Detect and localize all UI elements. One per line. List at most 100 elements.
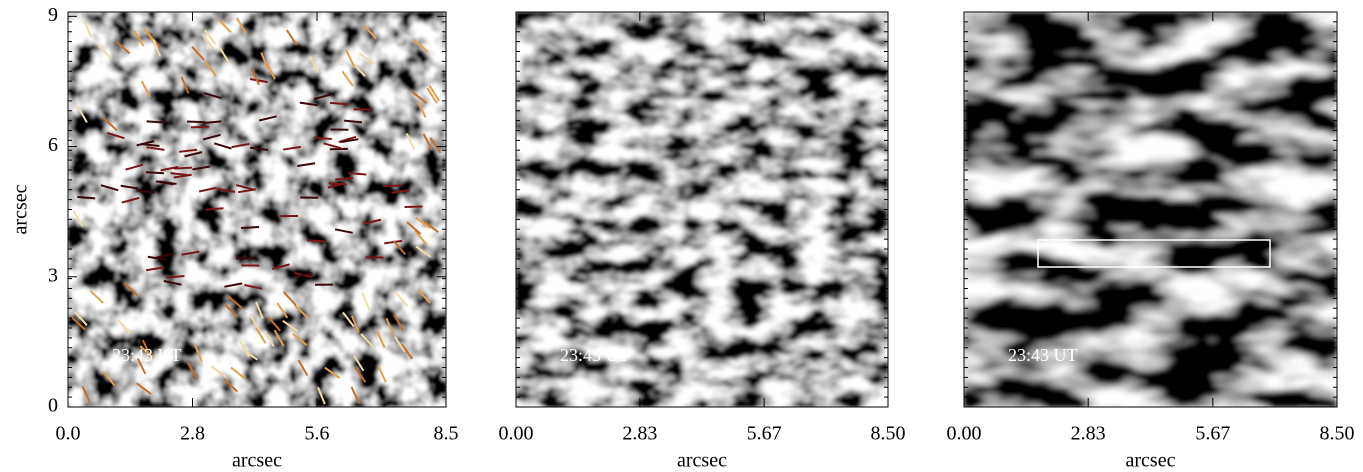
vector-decoration bbox=[133, 30, 145, 47]
y-tick-label: 3 bbox=[48, 264, 58, 286]
vector-decoration bbox=[363, 24, 378, 40]
panel: 0.00 2.83 5.67 8.50 23:43 UT arcsec bbox=[947, 11, 1355, 472]
vector-decoration bbox=[178, 148, 198, 153]
vector-decoration bbox=[429, 137, 442, 154]
vector-decoration bbox=[255, 327, 267, 344]
vector-decoration bbox=[155, 180, 174, 186]
x-tick-label: 2.83 bbox=[1071, 423, 1106, 445]
vector-decoration bbox=[235, 184, 254, 191]
vector-decoration bbox=[426, 87, 438, 104]
vector-decoration bbox=[72, 210, 84, 227]
vector-decoration bbox=[384, 239, 403, 245]
solar-image bbox=[68, 12, 446, 407]
vector-decoration bbox=[187, 120, 206, 124]
vector-decoration bbox=[136, 189, 155, 194]
vector-decoration bbox=[106, 131, 125, 140]
vector-decoration bbox=[223, 303, 238, 318]
vector-decoration bbox=[415, 216, 431, 229]
x-tick-label: 2.83 bbox=[622, 423, 657, 445]
vector-decoration bbox=[230, 366, 246, 380]
vector-decoration bbox=[155, 252, 174, 259]
vector-decoration bbox=[163, 279, 182, 286]
y-axis-label: arcsec bbox=[10, 184, 32, 234]
vector-decoration bbox=[202, 133, 221, 141]
vector-decoration bbox=[241, 226, 260, 230]
vector-decoration bbox=[335, 176, 354, 181]
vector-decoration bbox=[415, 245, 432, 258]
y-tick-label: 9 bbox=[48, 4, 58, 26]
vector-decoration bbox=[192, 165, 211, 171]
vector-decoration bbox=[77, 106, 88, 123]
vector-decoration bbox=[350, 315, 360, 333]
vector-decoration bbox=[360, 333, 375, 348]
annotation: 23:43 UT bbox=[112, 345, 182, 365]
vector-decoration bbox=[146, 120, 165, 124]
vector-decoration bbox=[136, 140, 155, 147]
vector-decoration bbox=[255, 301, 264, 319]
vector-decoration bbox=[203, 92, 222, 100]
vector-decoration bbox=[194, 344, 203, 363]
vector-decoration bbox=[353, 355, 365, 372]
vector-decoration bbox=[385, 317, 395, 336]
vector-decoration bbox=[350, 386, 361, 404]
vector-decoration bbox=[152, 39, 162, 57]
vector-decoration bbox=[313, 136, 332, 140]
vector-decoration bbox=[83, 20, 93, 38]
vector-decoration bbox=[146, 266, 165, 272]
vector-decoration bbox=[97, 44, 112, 59]
vector-decoration bbox=[294, 272, 313, 278]
vector-decoration bbox=[358, 52, 375, 65]
vector-decoration bbox=[249, 146, 269, 152]
vector-decoration bbox=[340, 138, 359, 144]
y-tick-label: 6 bbox=[48, 134, 58, 156]
x-tick-label: 8.50 bbox=[1320, 423, 1355, 445]
vector-decoration bbox=[382, 184, 401, 188]
vector-decoration bbox=[400, 343, 413, 360]
vector-decoration bbox=[170, 172, 189, 177]
x-axis-label: arcsec bbox=[677, 450, 727, 472]
vector-decoration bbox=[354, 366, 367, 383]
annotation: 23:43 UT bbox=[1008, 345, 1078, 365]
vector-decoration bbox=[166, 275, 185, 279]
vector-decoration bbox=[405, 132, 416, 150]
vector-decoration bbox=[146, 146, 165, 151]
vector-decoration bbox=[224, 282, 243, 288]
vector-decoration bbox=[413, 39, 429, 53]
vector-decoration bbox=[258, 115, 277, 122]
vector-decoration bbox=[329, 101, 349, 106]
vector-decoration bbox=[391, 189, 410, 194]
vector-decoration bbox=[231, 142, 250, 149]
vector-decoration bbox=[223, 378, 238, 393]
x-tick-label: 0.00 bbox=[499, 423, 534, 445]
vector-decoration bbox=[181, 250, 200, 256]
vector-decoration bbox=[77, 195, 96, 200]
vector-decoration bbox=[411, 91, 428, 104]
vector-decoration bbox=[260, 52, 269, 70]
vector-decoration bbox=[102, 370, 116, 386]
panel: 0.0 2.8 5.6 8.5 0 3 6 9 23:43 UT arcsec arcsec bbox=[10, 4, 459, 472]
vector-decoration bbox=[406, 221, 422, 235]
vector-decoration bbox=[334, 228, 353, 234]
vector-decoration bbox=[145, 171, 164, 175]
vector-decoration bbox=[227, 295, 243, 309]
vector-decoration bbox=[249, 77, 268, 84]
annotation: 23:43 UT bbox=[560, 345, 630, 365]
vector-decoration bbox=[271, 263, 290, 270]
vector-decoration bbox=[235, 256, 254, 260]
vector-decoration bbox=[299, 101, 318, 107]
vector-decoration bbox=[71, 316, 86, 331]
vector-decoration bbox=[297, 162, 316, 167]
x-tick-label: 5.67 bbox=[747, 423, 782, 445]
vector-decoration bbox=[203, 120, 222, 124]
vector-decoration bbox=[103, 117, 118, 132]
vector-decoration bbox=[218, 46, 230, 64]
vector-decoration bbox=[363, 218, 382, 225]
vector-decoration bbox=[263, 330, 275, 347]
vector-decoration bbox=[74, 311, 88, 326]
vector-decoration bbox=[235, 17, 247, 34]
vector-decoration bbox=[376, 330, 386, 348]
vector-decoration bbox=[342, 311, 355, 328]
vector-decoration bbox=[121, 196, 140, 204]
vector-decoration bbox=[351, 62, 366, 77]
